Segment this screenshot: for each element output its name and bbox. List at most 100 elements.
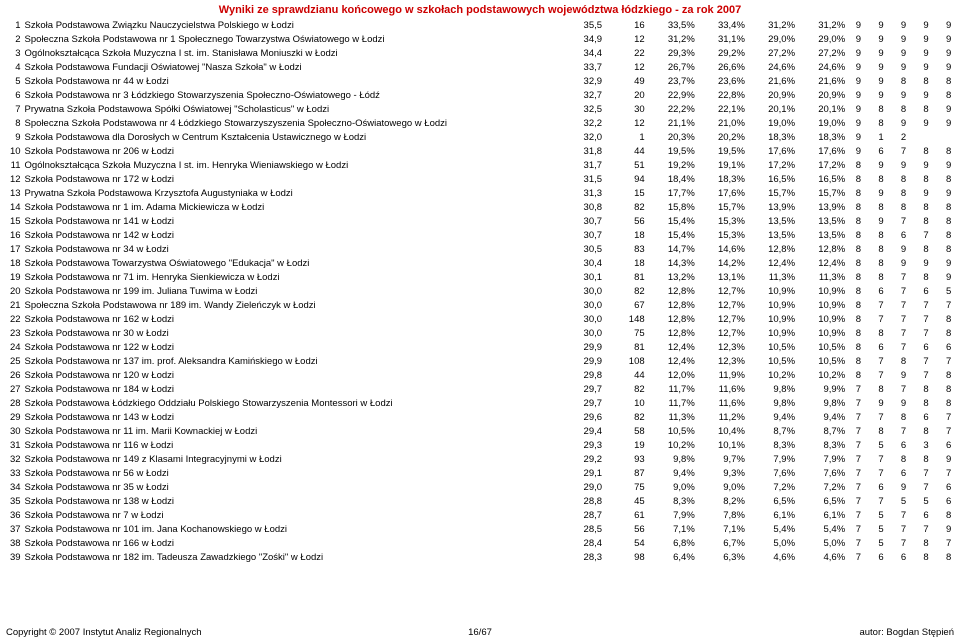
rank-cell: 32	[0, 452, 23, 466]
grade-cell: 8	[915, 214, 938, 228]
count-cell: 58	[604, 424, 647, 438]
grade-cell: 8	[937, 550, 960, 564]
grade-cell: 8	[847, 200, 870, 214]
pct1-cell: 15,4%	[647, 214, 697, 228]
grade-cell: 9	[937, 46, 960, 60]
grade-cell: 5	[892, 494, 915, 508]
grade-cell: 9	[847, 60, 870, 74]
pct2-cell: 12,7%	[697, 326, 747, 340]
pct3-cell: 29,0%	[747, 32, 797, 46]
pct3-cell: 8,3%	[747, 438, 797, 452]
grade-cell: 8	[847, 214, 870, 228]
grade-cell: 8	[937, 396, 960, 410]
count-cell: 87	[604, 466, 647, 480]
score-cell: 30,5	[561, 242, 604, 256]
grade-cell: 6	[870, 550, 893, 564]
count-cell: 45	[604, 494, 647, 508]
name-cell: Ogólnokształcąca Szkoła Muzyczna I st. i…	[23, 46, 562, 60]
grade-cell: 5	[870, 522, 893, 536]
grade-cell: 2	[892, 130, 915, 144]
table-row: 14Szkoła Podstawowa nr 1 im. Adama Micki…	[0, 200, 960, 214]
pct4-cell: 31,2%	[797, 18, 847, 32]
pct2-cell: 20,2%	[697, 130, 747, 144]
grade-cell: 7	[847, 522, 870, 536]
table-row: 4Szkoła Podstawowa Fundacji Oświatowej "…	[0, 60, 960, 74]
table-row: 16Szkoła Podstawowa nr 142 w Łodzi30,718…	[0, 228, 960, 242]
grade-cell: 8	[937, 508, 960, 522]
pct2-cell: 12,3%	[697, 340, 747, 354]
score-cell: 29,6	[561, 410, 604, 424]
grade-cell: 7	[937, 298, 960, 312]
grade-cell: 8	[892, 410, 915, 424]
grade-cell: 7	[847, 480, 870, 494]
pct4-cell: 12,4%	[797, 256, 847, 270]
grade-cell: 9	[847, 18, 870, 32]
grade-cell: 9	[870, 74, 893, 88]
grade-cell: 8	[847, 228, 870, 242]
grade-cell: 8	[870, 382, 893, 396]
pct3-cell: 10,9%	[747, 284, 797, 298]
name-cell: Szkoła Podstawowa nr 35 w Łodzi	[23, 480, 562, 494]
table-row: 32Szkoła Podstawowa nr 149 z Klasami Int…	[0, 452, 960, 466]
table-row: 36Szkoła Podstawowa nr 7 w Łodzi28,7617,…	[0, 508, 960, 522]
score-cell: 29,0	[561, 480, 604, 494]
grade-cell: 9	[915, 158, 938, 172]
grade-cell: 7	[915, 480, 938, 494]
pct4-cell: 7,9%	[797, 452, 847, 466]
grade-cell: 8	[847, 312, 870, 326]
grade-cell: 8	[937, 74, 960, 88]
grade-cell: 7	[847, 550, 870, 564]
table-row: 1Szkoła Podstawowa Związku Nauczycielstw…	[0, 18, 960, 32]
grade-cell: 9	[937, 256, 960, 270]
grade-cell: 7	[870, 452, 893, 466]
count-cell: 30	[604, 102, 647, 116]
grade-cell: 8	[870, 172, 893, 186]
grade-cell: 8	[870, 424, 893, 438]
grade-cell: 8	[870, 200, 893, 214]
count-cell: 49	[604, 74, 647, 88]
pct2-cell: 10,4%	[697, 424, 747, 438]
pct3-cell: 31,2%	[747, 18, 797, 32]
count-cell: 56	[604, 214, 647, 228]
pct1-cell: 12,4%	[647, 340, 697, 354]
grade-cell: 8	[937, 88, 960, 102]
pct2-cell: 17,6%	[697, 186, 747, 200]
grade-cell: 8	[915, 550, 938, 564]
pct3-cell: 10,2%	[747, 368, 797, 382]
table-row: 35Szkoła Podstawowa nr 138 w Łodzi28,845…	[0, 494, 960, 508]
pct1-cell: 31,2%	[647, 32, 697, 46]
pct3-cell: 13,5%	[747, 228, 797, 242]
grade-cell: 7	[892, 144, 915, 158]
grade-cell: 8	[915, 396, 938, 410]
table-row: 31Szkoła Podstawowa nr 116 w Łodzi29,319…	[0, 438, 960, 452]
pct3-cell: 21,6%	[747, 74, 797, 88]
grade-cell: 8	[915, 270, 938, 284]
pct4-cell: 20,1%	[797, 102, 847, 116]
pct3-cell: 7,6%	[747, 466, 797, 480]
pct2-cell: 15,3%	[697, 214, 747, 228]
table-row: 18Szkoła Podstawowa Towarzystwa Oświatow…	[0, 256, 960, 270]
score-cell: 28,3	[561, 550, 604, 564]
score-cell: 29,7	[561, 396, 604, 410]
pct1-cell: 14,3%	[647, 256, 697, 270]
grade-cell: 9	[937, 452, 960, 466]
rank-cell: 9	[0, 130, 23, 144]
count-cell: 82	[604, 200, 647, 214]
table-row: 7Prywatna Szkoła Podstawowa Spółki Oświa…	[0, 102, 960, 116]
grade-cell: 7	[847, 494, 870, 508]
pct1-cell: 11,7%	[647, 396, 697, 410]
pct1-cell: 23,7%	[647, 74, 697, 88]
grade-cell: 7	[937, 354, 960, 368]
name-cell: Szkoła Podstawowa nr 149 z Klasami Integ…	[23, 452, 562, 466]
grade-cell: 7	[892, 382, 915, 396]
grade-cell: 9	[870, 18, 893, 32]
grade-cell: 9	[870, 46, 893, 60]
grade-cell: 7	[892, 298, 915, 312]
name-cell: Ogólnokształcąca Szkoła Muzyczna I st. i…	[23, 158, 562, 172]
grade-cell: 8	[847, 186, 870, 200]
pct3-cell: 10,9%	[747, 326, 797, 340]
count-cell: 22	[604, 46, 647, 60]
name-cell: Szkoła Podstawowa nr 1 im. Adama Mickiew…	[23, 200, 562, 214]
rank-cell: 23	[0, 326, 23, 340]
name-cell: Szkoła Podstawowa nr 11 im. Marii Kownac…	[23, 424, 562, 438]
